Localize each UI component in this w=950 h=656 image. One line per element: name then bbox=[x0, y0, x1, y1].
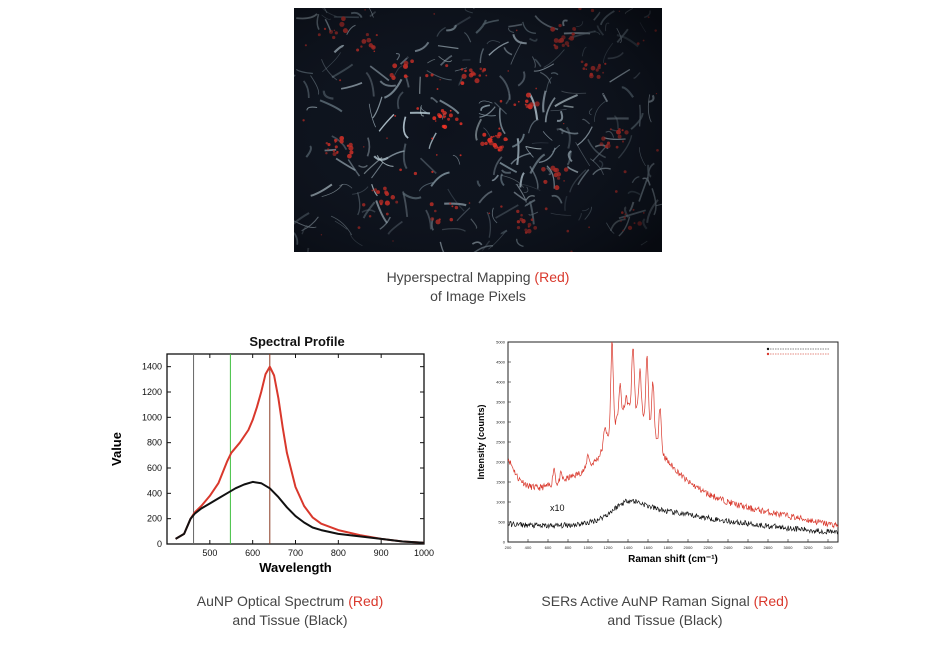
tissue-raman-line bbox=[507, 498, 839, 535]
y-tick-label: 1500 bbox=[496, 480, 506, 485]
y-tick-label: 800 bbox=[147, 438, 162, 448]
y-tick-label: 1000 bbox=[496, 500, 506, 505]
x-tick-label: 1000 bbox=[414, 548, 434, 558]
x-tick-label: 1000 bbox=[584, 545, 594, 550]
top-caption: Hyperspectral Mapping (Red) of Image Pix… bbox=[294, 268, 662, 306]
y-tick-label: 3500 bbox=[496, 400, 506, 405]
legend-swatch-tissue bbox=[766, 347, 770, 351]
y-tick-label: 1000 bbox=[142, 412, 162, 422]
x-tick-label: 1600 bbox=[644, 545, 654, 550]
x-tick-label: 200 bbox=[505, 545, 512, 550]
x-axis-label: Wavelength bbox=[259, 560, 332, 575]
x-tick-label: 1200 bbox=[604, 545, 614, 550]
x-tick-label: 3200 bbox=[804, 545, 814, 550]
aunp-spectrum-line bbox=[175, 365, 425, 544]
y-tick-label: 600 bbox=[147, 463, 162, 473]
x-tick-label: 2000 bbox=[684, 545, 694, 550]
x-tick-label: 1400 bbox=[624, 545, 634, 550]
x-tick-label: 3400 bbox=[824, 545, 834, 550]
x-tick-label: 600 bbox=[245, 548, 260, 558]
y-tick-label: 5000 bbox=[496, 340, 506, 345]
hyperspectral-image bbox=[294, 8, 662, 252]
x-tick-label: 800 bbox=[565, 545, 572, 550]
x-tick-label: 1800 bbox=[664, 545, 674, 550]
x-tick-label: 3000 bbox=[784, 545, 794, 550]
tissue-spectrum-line bbox=[175, 480, 425, 544]
x10-annotation: x10 bbox=[550, 503, 565, 513]
tissue-map-picture bbox=[294, 8, 662, 252]
aunp-raman-line bbox=[507, 341, 839, 529]
x-tick-label: 400 bbox=[525, 545, 532, 550]
x-tick-label: 2600 bbox=[744, 545, 754, 550]
top-caption-text: Hyperspectral Mapping bbox=[386, 269, 535, 285]
y-tick-label: 3000 bbox=[496, 420, 506, 425]
raman-chart: 0 500 1000 1500 2000 2500 3000 3500 4000 4500 5000… bbox=[476, 340, 839, 565]
y-tick-label: 1400 bbox=[142, 362, 162, 372]
x-tick-label: 500 bbox=[202, 548, 217, 558]
right-caption-line2: and Tissue (Black) bbox=[607, 612, 723, 628]
left-caption-text: AuNP Optical Spectrum bbox=[196, 593, 349, 609]
y-tick-label: 1200 bbox=[142, 387, 162, 397]
right-caption-text: SERs Active AuNP Raman Signal bbox=[541, 593, 754, 609]
left-caption: AuNP Optical Spectrum (Red) and Tissue (… bbox=[140, 592, 440, 630]
top-caption-line2: of Image Pixels bbox=[430, 288, 526, 304]
y-tick-label: 2000 bbox=[496, 460, 506, 465]
x-tick-label: 700 bbox=[288, 548, 303, 558]
y-tick-label: 4000 bbox=[496, 380, 506, 385]
x-tick-label: 2400 bbox=[724, 545, 734, 550]
right-caption-red: (Red) bbox=[753, 593, 789, 609]
spectral-chart-title: Spectral Profile bbox=[249, 334, 345, 349]
y-axis-label: Intensity (counts) bbox=[476, 404, 486, 479]
top-caption-red: (Red) bbox=[534, 269, 570, 285]
x-tick-label: 2200 bbox=[704, 545, 714, 550]
x-tick-label: 800 bbox=[331, 548, 346, 558]
right-caption: SERs Active AuNP Raman Signal (Red) and … bbox=[500, 592, 830, 630]
x-tick-label: 2800 bbox=[764, 545, 774, 550]
x-tick-label: 600 bbox=[545, 545, 552, 550]
x-tick-label: 900 bbox=[374, 548, 389, 558]
y-tick-label: 0 bbox=[503, 540, 506, 545]
legend-swatch-aunp bbox=[766, 352, 770, 356]
x-axis-label: Raman shift (cm⁻¹) bbox=[628, 554, 718, 565]
spectral-profile-chart: 500 600 700 800 900 1000 0 200 400 600 800 1000 1200… bbox=[109, 353, 434, 575]
y-tick-label: 0 bbox=[157, 539, 162, 549]
y-tick-label: 500 bbox=[498, 520, 505, 525]
y-tick-label: 400 bbox=[147, 488, 162, 498]
y-tick-label: 4500 bbox=[496, 360, 506, 365]
left-caption-line2: and Tissue (Black) bbox=[232, 612, 348, 628]
y-axis-label: Value bbox=[109, 432, 124, 466]
y-tick-label: 2500 bbox=[496, 440, 506, 445]
left-caption-red: (Red) bbox=[348, 593, 384, 609]
y-tick-label: 200 bbox=[147, 514, 162, 524]
